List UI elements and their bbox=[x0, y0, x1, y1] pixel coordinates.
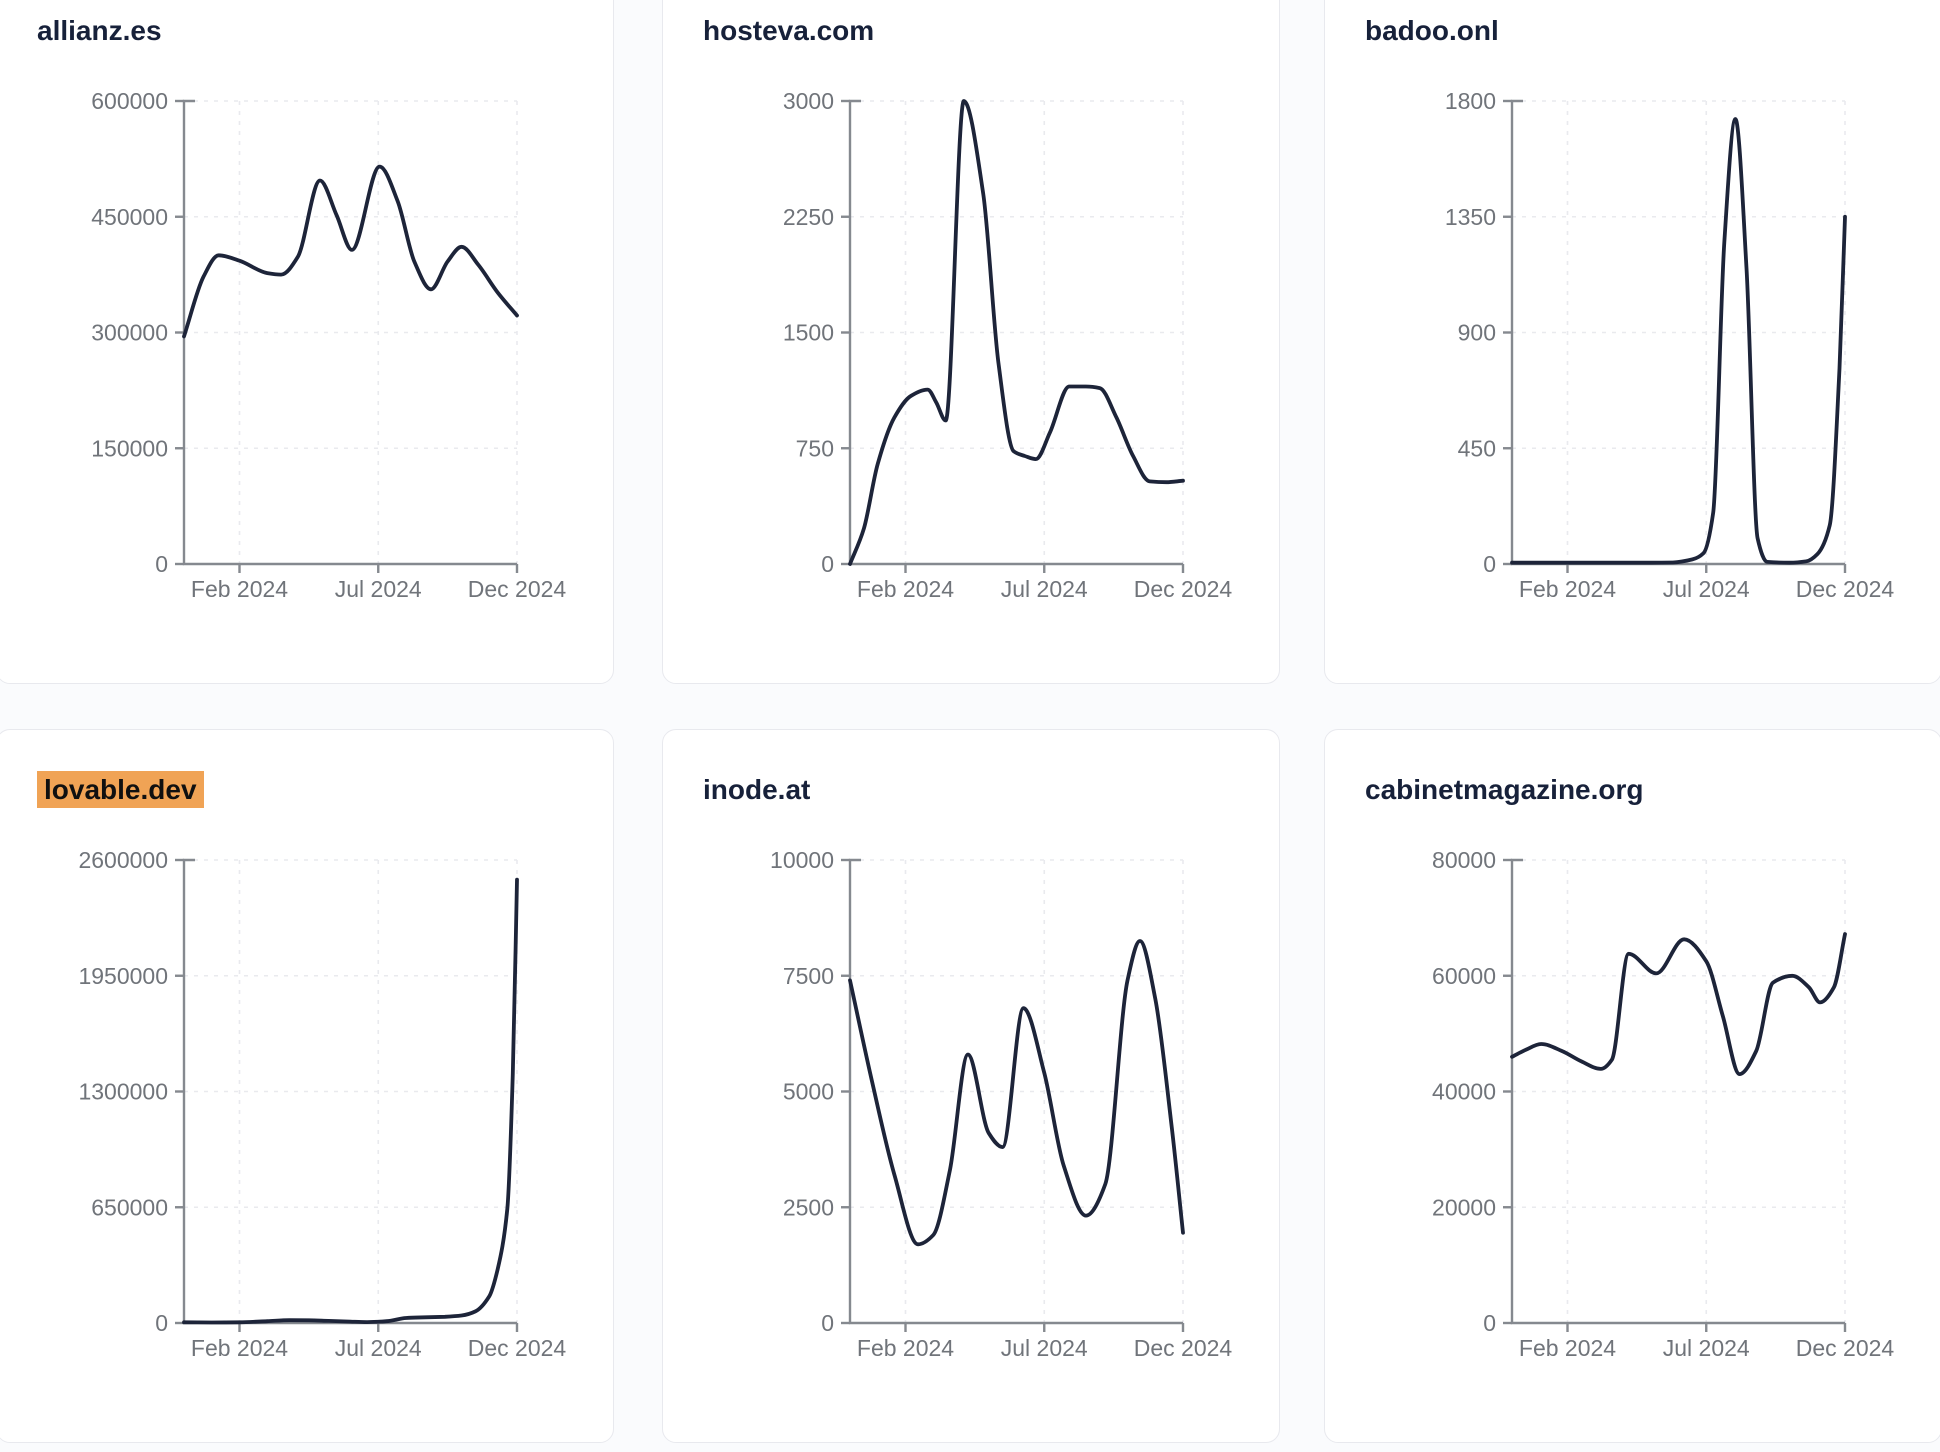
y-tick-label: 450000 bbox=[91, 204, 168, 230]
x-tick-label: Jul 2024 bbox=[1663, 1335, 1750, 1361]
x-tick-label: Feb 2024 bbox=[1519, 576, 1616, 602]
y-tick-label: 3000 bbox=[783, 88, 834, 114]
chart-title-text: hosteva.com bbox=[703, 15, 875, 46]
y-tick-label: 2600000 bbox=[78, 847, 168, 873]
line-chart: 0 650000 1300000 1950000 2600000 Feb 2024 Jul … bbox=[78, 847, 567, 1361]
data-line bbox=[848, 939, 1185, 1247]
chart-title: cabinetmagazine.org bbox=[1365, 772, 1644, 808]
chart-title: hosteva.com bbox=[703, 13, 874, 49]
y-tick-label: 0 bbox=[155, 551, 168, 577]
y-tick-label: 650000 bbox=[91, 1194, 168, 1220]
chart-card-allianz-es: allianz.es 0 150000 300000 450000 600000 Feb … bbox=[0, 0, 614, 684]
data-line bbox=[1510, 932, 1847, 1076]
y-tick-label: 2500 bbox=[783, 1194, 834, 1220]
x-tick-label: Dec 2024 bbox=[468, 1335, 567, 1361]
chart-title-text: badoo.onl bbox=[1365, 15, 1499, 46]
x-tick-label: Feb 2024 bbox=[191, 576, 288, 602]
line-chart: 0 750 1500 2250 3000 Feb 2024 Jul 2024 Dec 2024 bbox=[783, 88, 1233, 602]
y-tick-label: 750 bbox=[796, 435, 834, 461]
y-tick-label: 300000 bbox=[91, 320, 168, 346]
y-tick-label: 7500 bbox=[783, 963, 834, 989]
y-tick-label: 1500 bbox=[783, 320, 834, 346]
y-tick-label: 10000 bbox=[770, 847, 834, 873]
y-tick-label: 80000 bbox=[1432, 847, 1496, 873]
line-chart: 0 150000 300000 450000 600000 Feb 2024 Jul 202… bbox=[91, 88, 567, 602]
chart-title: badoo.onl bbox=[1365, 13, 1499, 49]
chart-card-inode-at: inode.at 0 2500 5000 7500 10000 Feb 2024 Jul 2… bbox=[662, 729, 1280, 1443]
y-tick-label: 1800 bbox=[1445, 88, 1496, 114]
chart-card-hosteva-com: hosteva.com 0 750 1500 2250 3000 Feb 2024 Jul … bbox=[662, 0, 1280, 684]
y-tick-label: 0 bbox=[155, 1310, 168, 1336]
chart-card-badoo-onl: badoo.onl 0 450 900 1350 1800 Feb 2024 Jul 202… bbox=[1324, 0, 1940, 684]
line-chart: 0 2500 5000 7500 10000 Feb 2024 Jul 2024 Dec 20… bbox=[770, 847, 1233, 1361]
data-line bbox=[1510, 117, 1847, 565]
x-tick-label: Dec 2024 bbox=[1134, 1335, 1233, 1361]
x-tick-label: Feb 2024 bbox=[857, 1335, 954, 1361]
y-tick-label: 0 bbox=[1483, 551, 1496, 577]
x-tick-label: Jul 2024 bbox=[1001, 576, 1088, 602]
chart-title: lovable.dev bbox=[37, 771, 204, 808]
y-tick-label: 0 bbox=[1483, 1310, 1496, 1336]
data-line bbox=[848, 99, 1185, 566]
y-tick-label: 150000 bbox=[91, 435, 168, 461]
x-tick-label: Jul 2024 bbox=[335, 576, 422, 602]
y-tick-label: 2250 bbox=[783, 204, 834, 230]
chart-title-text: lovable.dev bbox=[37, 771, 204, 808]
y-tick-label: 40000 bbox=[1432, 1079, 1496, 1105]
chart-card-cabinetmagazine-org: cabinetmagazine.org 0 20000 40000 60000 8000… bbox=[1324, 729, 1940, 1443]
y-tick-label: 900 bbox=[1458, 320, 1496, 346]
x-tick-label: Dec 2024 bbox=[468, 576, 567, 602]
y-tick-label: 0 bbox=[821, 1310, 834, 1336]
x-tick-label: Feb 2024 bbox=[191, 1335, 288, 1361]
x-tick-label: Dec 2024 bbox=[1796, 1335, 1895, 1361]
x-tick-label: Jul 2024 bbox=[1001, 1335, 1088, 1361]
y-tick-label: 450 bbox=[1458, 435, 1496, 461]
chart-card-lovable-dev: lovable.dev 0 650000 1300000 1950000 2600000… bbox=[0, 729, 614, 1443]
y-tick-label: 5000 bbox=[783, 1079, 834, 1105]
y-tick-label: 0 bbox=[821, 551, 834, 577]
chart-title: allianz.es bbox=[37, 13, 162, 49]
x-tick-label: Jul 2024 bbox=[1663, 576, 1750, 602]
y-tick-label: 1300000 bbox=[78, 1079, 168, 1105]
y-tick-label: 60000 bbox=[1432, 963, 1496, 989]
x-tick-label: Dec 2024 bbox=[1134, 576, 1233, 602]
chart-title: inode.at bbox=[703, 772, 810, 808]
chart-title-text: allianz.es bbox=[37, 15, 162, 46]
x-tick-label: Feb 2024 bbox=[1519, 1335, 1616, 1361]
line-chart: 0 20000 40000 60000 80000 Feb 2024 Jul 2024 Dec… bbox=[1432, 847, 1895, 1361]
x-tick-label: Feb 2024 bbox=[857, 576, 954, 602]
x-tick-label: Dec 2024 bbox=[1796, 576, 1895, 602]
data-line bbox=[182, 877, 519, 1325]
y-tick-label: 1950000 bbox=[78, 963, 168, 989]
x-tick-label: Jul 2024 bbox=[335, 1335, 422, 1361]
chart-title-text: inode.at bbox=[703, 774, 811, 805]
y-tick-label: 20000 bbox=[1432, 1194, 1496, 1220]
y-tick-label: 1350 bbox=[1445, 204, 1496, 230]
data-line bbox=[182, 164, 519, 339]
chart-title-text: cabinetmagazine.org bbox=[1365, 774, 1644, 805]
line-chart: 0 450 900 1350 1800 Feb 2024 Jul 2024 Dec 2024 bbox=[1445, 88, 1895, 602]
y-tick-label: 600000 bbox=[91, 88, 168, 114]
